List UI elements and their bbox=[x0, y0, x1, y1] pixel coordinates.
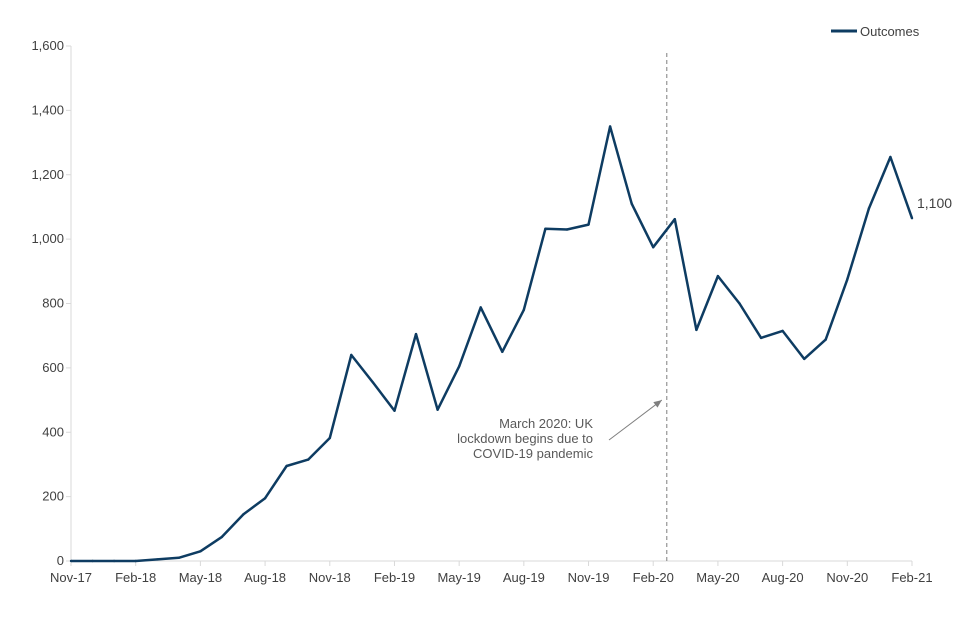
legend-label: Outcomes bbox=[860, 24, 920, 39]
data-point bbox=[759, 336, 763, 340]
data-point bbox=[501, 350, 504, 353]
annotation-arrowhead bbox=[653, 400, 662, 408]
x-axis: Nov-17 Feb-18 May-18 Aug-18 Nov-18 Feb-19 May-… bbox=[50, 560, 933, 585]
data-point bbox=[285, 464, 288, 468]
y-tick-label: 200 bbox=[42, 489, 64, 504]
data-point bbox=[846, 278, 849, 281]
legend: Outcomes bbox=[831, 24, 920, 39]
data-point bbox=[781, 329, 784, 333]
data-point bbox=[393, 409, 396, 412]
data-point bbox=[522, 308, 525, 312]
x-tick-label: Aug-19 bbox=[503, 570, 545, 585]
data-point bbox=[220, 535, 224, 539]
data-point bbox=[371, 381, 375, 384]
data-point bbox=[458, 365, 461, 368]
data-point bbox=[242, 513, 245, 516]
x-tick-label: Nov-20 bbox=[826, 570, 868, 585]
data-point bbox=[177, 556, 180, 559]
data-point bbox=[867, 207, 871, 210]
y-tick-label: 1,600 bbox=[31, 38, 64, 53]
x-tick-label: Nov-19 bbox=[568, 570, 610, 585]
y-tick-label: 800 bbox=[42, 296, 64, 311]
series-line-outcomes bbox=[71, 125, 914, 563]
x-tick-label: Nov-17 bbox=[50, 570, 92, 585]
series-outcomes: 1,100 bbox=[69, 125, 952, 563]
annotation-line: lockdown begins due to bbox=[457, 431, 593, 446]
data-point bbox=[652, 246, 655, 249]
data-point bbox=[156, 558, 159, 561]
x-tick-label: May-18 bbox=[179, 570, 222, 585]
x-tick-label: Feb-20 bbox=[633, 570, 674, 585]
y-tick-label: 600 bbox=[42, 360, 64, 375]
data-point bbox=[910, 217, 914, 220]
data-point bbox=[587, 223, 590, 226]
data-point bbox=[695, 328, 698, 332]
data-point bbox=[350, 353, 353, 357]
data-point bbox=[328, 436, 331, 440]
data-point bbox=[414, 332, 418, 336]
annotation-line: COVID-19 pandemic bbox=[473, 446, 593, 461]
y-tick-label: 0 bbox=[57, 553, 64, 568]
y-tick-label: 1,400 bbox=[31, 102, 64, 117]
data-point bbox=[738, 302, 741, 305]
data-point bbox=[608, 125, 612, 128]
data-point bbox=[436, 408, 439, 411]
data-point bbox=[630, 202, 633, 205]
x-tick-label: May-20 bbox=[696, 570, 739, 585]
end-value-label: 1,100 bbox=[917, 195, 952, 211]
y-tick-label: 400 bbox=[42, 424, 64, 439]
data-point bbox=[565, 228, 569, 231]
data-point bbox=[91, 559, 94, 563]
annotation-arrow-line bbox=[608, 399, 663, 441]
data-point bbox=[134, 559, 137, 563]
data-point bbox=[544, 227, 547, 230]
x-tick-label: Aug-18 bbox=[244, 570, 286, 585]
data-point bbox=[479, 306, 482, 309]
x-tick-label: Feb-19 bbox=[374, 570, 415, 585]
data-point bbox=[803, 357, 806, 361]
y-tick-label: 1,200 bbox=[31, 167, 64, 182]
x-tick-label: Nov-18 bbox=[309, 570, 351, 585]
annotation-line: March 2020: UK bbox=[499, 416, 593, 431]
x-tick-label: May-19 bbox=[437, 570, 480, 585]
data-point bbox=[112, 559, 116, 563]
y-tick-label: 1,000 bbox=[31, 231, 64, 246]
data-point bbox=[307, 458, 310, 461]
data-point bbox=[199, 550, 202, 553]
data-point bbox=[263, 497, 267, 500]
y-axis: 0 200 400 600 800 1,000 1,200 1,400 1,600 bbox=[31, 38, 72, 568]
x-tick-label: Feb-18 bbox=[115, 570, 156, 585]
data-point bbox=[824, 338, 827, 341]
x-tick-label: Aug-20 bbox=[762, 570, 804, 585]
data-point bbox=[673, 218, 676, 221]
x-tick-label: Feb-21 bbox=[891, 570, 932, 585]
data-point bbox=[716, 274, 720, 278]
data-point bbox=[889, 155, 892, 159]
data-point bbox=[69, 559, 73, 563]
